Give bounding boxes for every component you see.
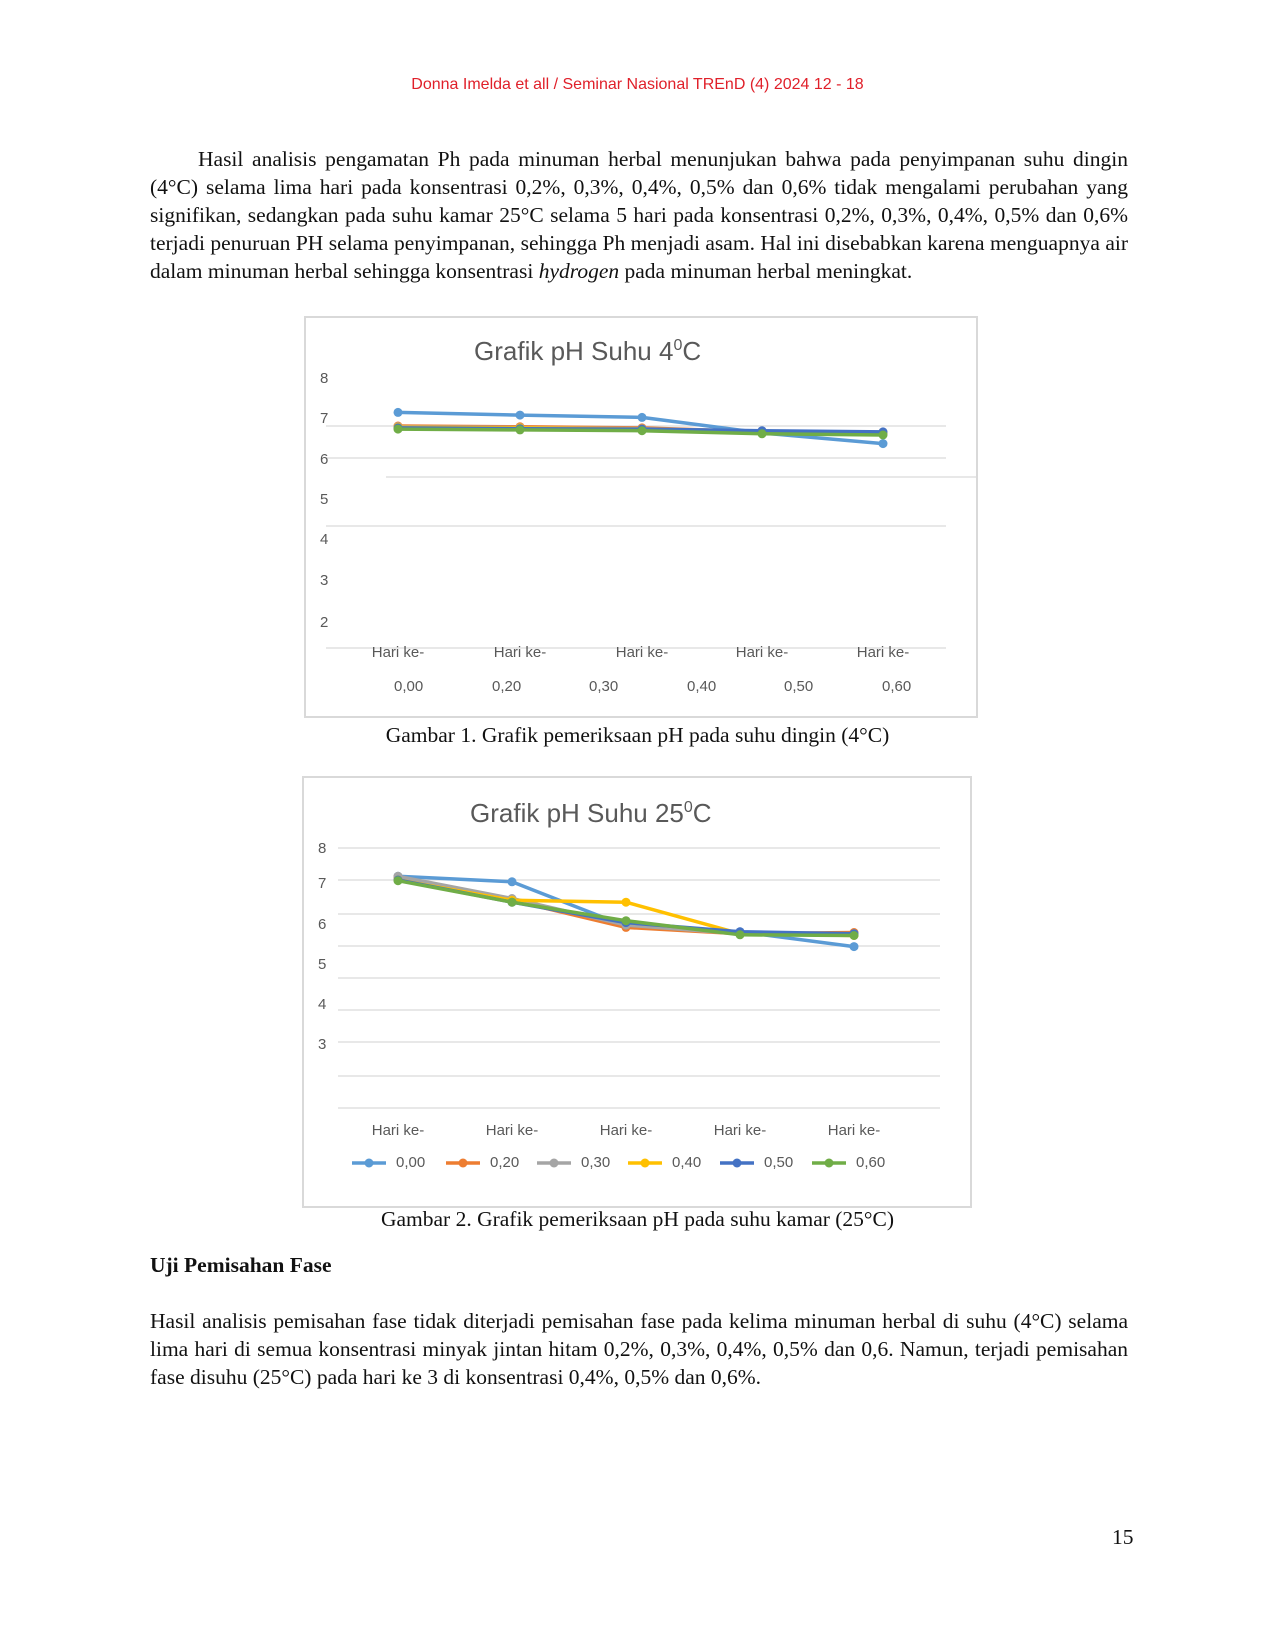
legend-marker [824, 1158, 834, 1168]
legend-label: 0,30 [589, 678, 618, 695]
chart-title: Grafik pH Suhu 40C [474, 336, 701, 366]
figure-2-chart: Grafik pH Suhu 250C 8 7 6 5 4 3 Hari ke- Hari ke… [302, 776, 972, 1208]
data-point [393, 407, 403, 417]
x-tick-label: Hari ke- [857, 644, 910, 661]
phase-separation-paragraph: Hasil analisis pemisahan fase tidak dite… [150, 1309, 1128, 1389]
data-point [849, 942, 859, 952]
y-tick-label: 4 [318, 996, 326, 1013]
data-point [637, 412, 647, 422]
legend-marker [549, 1158, 559, 1168]
legend-label: 0,50 [784, 678, 813, 695]
ph-4c-line-chart: Grafik pH Suhu 40C 8 7 6 5 4 3 2 Hari ke- Hari ke… [320, 336, 976, 695]
y-tick-label: 3 [318, 1036, 326, 1053]
data-point [515, 410, 525, 420]
legend-marker [364, 1158, 374, 1168]
y-tick-label: 6 [318, 916, 326, 933]
paragraph-text: Hasil analisis pengamatan Ph pada minuma… [150, 147, 1128, 283]
data-point [515, 425, 525, 435]
data-point [621, 916, 631, 926]
x-tick-label: Hari ke- [736, 644, 789, 661]
y-tick-label: 6 [320, 451, 328, 468]
legend-label: 0,20 [492, 678, 521, 695]
section-heading: Uji Pemisahan Fase [150, 1253, 332, 1277]
x-tick-label: Hari ke- [714, 1122, 767, 1139]
legend-marker [640, 1158, 650, 1168]
legend-label: 0,50 [764, 1154, 793, 1171]
x-tick-label: Hari ke- [616, 644, 669, 661]
figure-1-caption: Gambar 1. Grafik pemeriksaan pH pada suh… [385, 723, 890, 747]
figure-1-chart: Grafik pH Suhu 40C 8 7 6 5 4 3 2 Hari ke- Hari ke… [304, 316, 978, 718]
data-point [621, 897, 631, 907]
x-tick-label: Hari ke- [828, 1122, 881, 1139]
legend-label: 0,60 [856, 1154, 885, 1171]
running-head: Donna Imelda et all / Seminar Nasional T… [411, 76, 864, 93]
figure-2-caption: Gambar 2. Grafik pemeriksaan pH pada suh… [380, 1207, 895, 1231]
paragraph-text-end: pada minuman herbal meningkat. [619, 259, 913, 283]
page-number: 15 [1112, 1525, 1134, 1549]
data-point [878, 439, 888, 449]
y-tick-label: 5 [320, 491, 328, 508]
y-tick-label: 5 [318, 956, 326, 973]
data-point [757, 429, 767, 439]
legend-label: 0,60 [882, 678, 911, 695]
data-point [735, 930, 745, 940]
data-point [878, 430, 888, 440]
legend-marker [732, 1158, 742, 1168]
y-tick-label: 3 [320, 572, 328, 589]
y-tick-label: 4 [320, 531, 328, 548]
legend-marker [458, 1158, 468, 1168]
italic-term: hydrogen [538, 259, 620, 283]
x-tick-label: Hari ke- [372, 1122, 425, 1139]
data-point [507, 877, 517, 887]
x-tick-label: Hari ke- [600, 1122, 653, 1139]
intro-paragraph: Hasil analisis pengamatan Ph pada minuma… [150, 145, 1128, 285]
legend-label: 0,40 [672, 1154, 701, 1171]
data-point [849, 931, 859, 940]
legend-label: 0,30 [581, 1154, 610, 1171]
x-tick-label: Hari ke- [486, 1122, 539, 1139]
x-tick-label: Hari ke- [372, 644, 425, 661]
y-tick-label: 8 [318, 840, 326, 857]
ph-25c-line-chart: Grafik pH Suhu 250C 8 7 6 5 4 3 Hari ke- Hari ke… [318, 798, 940, 1171]
data-point [393, 876, 403, 886]
data-point [507, 897, 517, 907]
y-tick-label: 7 [320, 410, 328, 427]
y-tick-label: 7 [318, 875, 326, 892]
y-tick-label: 2 [320, 614, 328, 631]
legend-label: 0,00 [394, 678, 423, 695]
legend-label: 0,40 [687, 678, 716, 695]
legend-label: 0,00 [396, 1154, 425, 1171]
chart-title: Grafik pH Suhu 250C [470, 798, 712, 828]
x-tick-label: Hari ke- [494, 644, 547, 661]
data-point [393, 424, 403, 434]
legend-label: 0,20 [490, 1154, 519, 1171]
y-tick-label: 8 [320, 370, 328, 387]
data-point [637, 426, 647, 436]
